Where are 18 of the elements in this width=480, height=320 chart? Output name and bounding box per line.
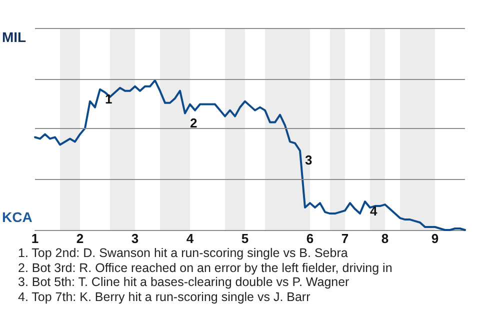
x-tick-label: 3 (131, 231, 139, 246)
x-tick-label: 9 (431, 231, 439, 246)
x-tick-label: 8 (381, 231, 389, 246)
annotation: 2 (190, 115, 198, 130)
x-tick-label: 1 (31, 231, 39, 246)
annotation: 3 (305, 152, 312, 168)
x-tick-label: 5 (241, 231, 249, 246)
x-tick-label: 7 (341, 231, 349, 246)
text: KCA (2, 209, 32, 225)
text: 1. Top 2nd: D. Swanson hit a run-scoring single vs B. Sebra (18, 246, 349, 260)
text: 3. Bot 5th: T. Cline hit a bases-clearing double vs P. Wagner (18, 275, 350, 290)
text: 4. Top 7th: K. Berry hit a run-scoring single vs J. Barr (18, 290, 312, 304)
x-tick-label: 6 (306, 231, 314, 246)
annotation: 4 (370, 204, 378, 219)
x-tick-label: 2 (76, 231, 84, 246)
text: 2. Bot 3rd: R. Office reached on an error by the left fielder, driving in (18, 260, 394, 275)
x-tick-label: 4 (186, 231, 194, 246)
text: MIL (2, 29, 27, 45)
